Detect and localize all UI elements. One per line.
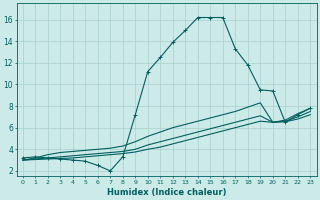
X-axis label: Humidex (Indice chaleur): Humidex (Indice chaleur) <box>107 188 226 197</box>
